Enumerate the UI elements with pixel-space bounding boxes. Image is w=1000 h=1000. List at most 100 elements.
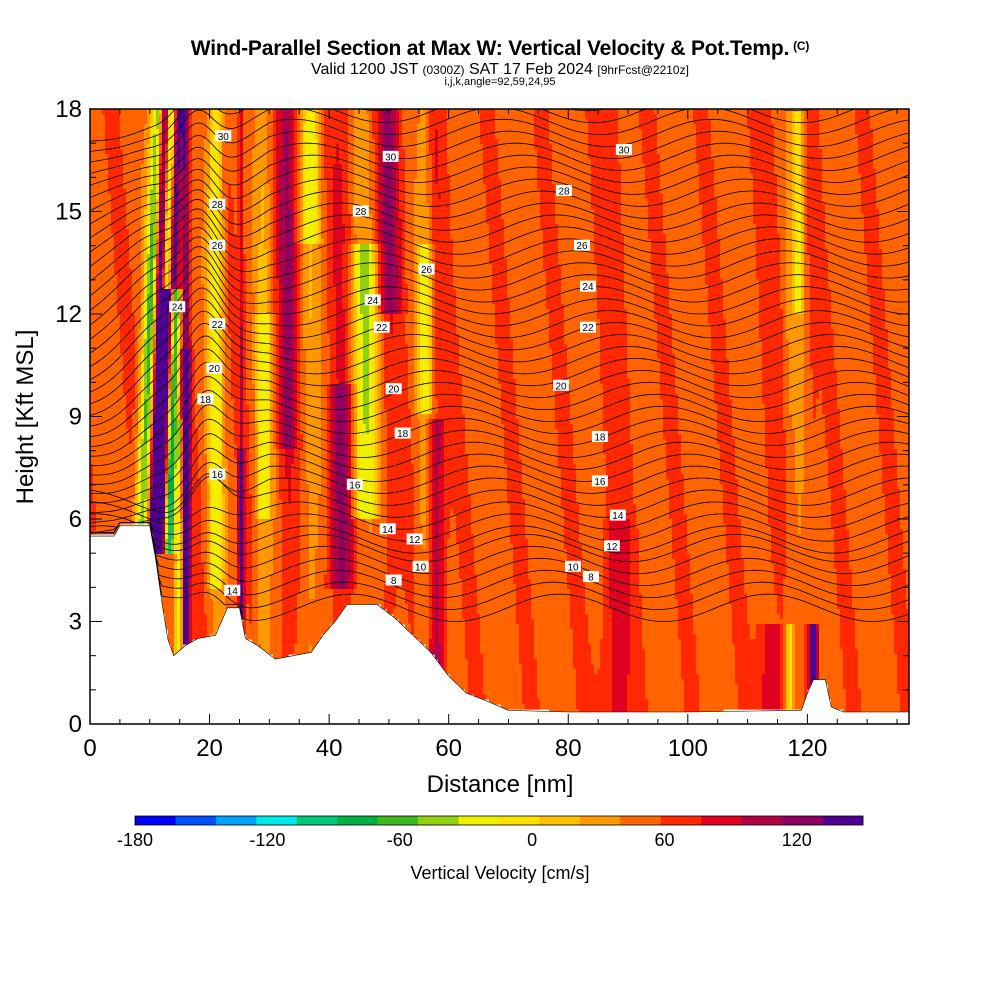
field-cell <box>129 154 133 160</box>
field-cell <box>96 394 100 400</box>
field-cell <box>111 204 115 210</box>
field-cell <box>117 414 121 420</box>
field-cell <box>171 284 175 290</box>
field-cell <box>162 134 166 140</box>
field-cell <box>123 439 127 445</box>
field-cell <box>177 424 181 430</box>
field-cell <box>171 454 175 460</box>
field-cell <box>132 239 136 245</box>
field-cell <box>168 314 172 320</box>
field-cell <box>105 124 109 130</box>
field-cell <box>150 499 154 505</box>
field-cell <box>165 409 169 415</box>
field-cell <box>129 124 133 130</box>
field-cell <box>168 289 172 295</box>
field-cell <box>183 359 187 365</box>
field-cell <box>132 274 136 280</box>
field-cell <box>132 234 136 240</box>
field-cell <box>171 374 175 380</box>
field-cell <box>111 264 115 270</box>
field-cell <box>168 359 172 365</box>
field-cell <box>159 449 163 455</box>
field-cell <box>153 114 157 120</box>
field-cell <box>111 254 115 260</box>
field-cell <box>129 334 133 340</box>
field-cell <box>168 639 172 645</box>
field-cell <box>111 199 115 205</box>
field-cell <box>144 214 148 220</box>
field-cell <box>144 504 148 510</box>
field-cell <box>93 524 97 530</box>
field-cell <box>165 314 169 320</box>
field-cell <box>111 419 115 425</box>
field-cell <box>99 234 103 240</box>
field-cell <box>135 159 139 165</box>
field-cell <box>171 329 175 335</box>
field-cell <box>165 144 169 150</box>
field-cell <box>165 244 169 250</box>
field-cell <box>150 509 154 515</box>
field-cell <box>141 384 145 390</box>
field-cell <box>120 309 124 315</box>
field-cell <box>105 204 109 210</box>
field-cell <box>108 169 112 175</box>
field-cell <box>93 514 97 520</box>
field-cell <box>132 154 136 160</box>
field-cell <box>102 199 106 205</box>
field-cell <box>177 614 181 620</box>
field-cell <box>105 259 109 265</box>
field-cell <box>177 444 181 450</box>
field-cell <box>138 459 142 465</box>
field-cell <box>129 239 133 245</box>
field-cell <box>180 249 184 255</box>
field-cell <box>141 394 145 400</box>
field-cell <box>96 159 100 165</box>
field-cell <box>105 429 109 435</box>
field-cell <box>99 239 103 245</box>
field-cell <box>180 634 184 640</box>
field-cell <box>177 349 181 355</box>
field-cell <box>102 339 106 345</box>
field-cell <box>99 424 103 430</box>
field-cell <box>99 129 103 135</box>
field-cell <box>174 209 178 215</box>
field-cell <box>135 274 139 280</box>
field-cell <box>171 384 175 390</box>
field-cell <box>147 504 151 510</box>
field-cell <box>138 124 142 130</box>
field-cell <box>162 424 166 430</box>
field-cell <box>141 374 145 380</box>
field-cell <box>102 374 106 380</box>
field-cell <box>111 324 115 330</box>
field-cell <box>165 124 169 130</box>
field-cell <box>141 324 145 330</box>
field-cell <box>141 299 145 305</box>
field-cell <box>102 524 106 530</box>
field-cell <box>159 419 163 425</box>
field-cell <box>90 379 94 385</box>
field-cell <box>168 144 172 150</box>
field-cell <box>117 489 121 495</box>
field-cell <box>150 184 154 190</box>
field-cell <box>171 369 175 375</box>
field-cell <box>111 239 115 245</box>
field-cell <box>156 189 160 195</box>
field-cell <box>171 549 175 555</box>
field-cell <box>111 289 115 295</box>
field-cell <box>111 349 115 355</box>
field-cell <box>114 369 118 375</box>
field-cell <box>132 294 136 300</box>
field-cell <box>159 509 163 515</box>
field-cell <box>102 454 106 460</box>
field-cell <box>174 234 178 240</box>
field-cell <box>123 204 127 210</box>
field-cell <box>90 374 94 380</box>
field-cell <box>162 579 166 585</box>
field-cell <box>177 214 181 220</box>
field-cell <box>117 524 121 530</box>
field-cell <box>126 264 130 270</box>
field-cell <box>171 439 175 445</box>
field-cell <box>90 309 94 315</box>
field-cell <box>126 399 130 405</box>
field-cell <box>108 229 112 235</box>
